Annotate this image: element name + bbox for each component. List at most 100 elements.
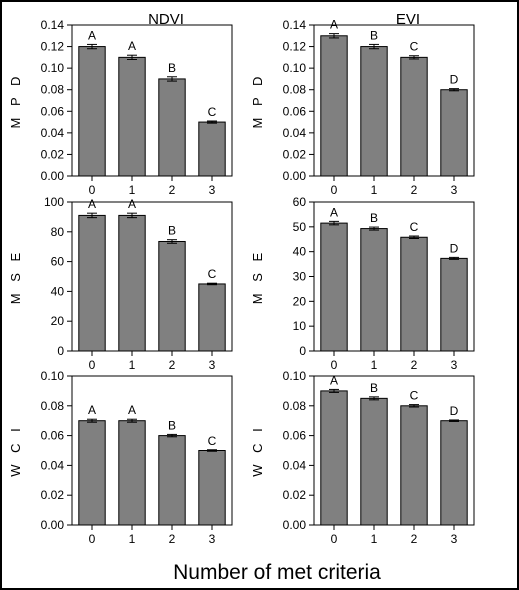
y-tick-label: 80 bbox=[51, 225, 65, 239]
y-tick-label: 0.02 bbox=[283, 147, 307, 161]
y-tick-label: 20 bbox=[51, 314, 65, 328]
y-tick-label: 0.14 bbox=[41, 18, 65, 32]
significance-letter: C bbox=[208, 105, 217, 119]
y-tick-label: 0.12 bbox=[41, 40, 65, 54]
y-tick-label: 0.02 bbox=[41, 488, 65, 502]
bar bbox=[158, 240, 186, 352]
x-tick-label: 2 bbox=[411, 358, 418, 372]
column-title-ndvi: NDVI bbox=[148, 11, 184, 28]
bar bbox=[118, 214, 146, 352]
plot-frame bbox=[313, 24, 475, 177]
significance-letter: A bbox=[330, 373, 338, 387]
y-tick-label: 0.00 bbox=[41, 169, 65, 183]
bar bbox=[440, 257, 468, 352]
x-tick-label: 3 bbox=[451, 183, 458, 197]
significance-letter: A bbox=[128, 403, 136, 417]
bar bbox=[158, 435, 186, 526]
plot-frame bbox=[71, 201, 233, 352]
bar bbox=[440, 89, 468, 177]
significance-letter: D bbox=[450, 404, 459, 418]
y-tick-label: 10 bbox=[293, 319, 307, 333]
y-tick-label: 0.00 bbox=[283, 518, 307, 532]
plot-frame bbox=[313, 375, 475, 526]
bar bbox=[400, 56, 428, 177]
y-tick-label: 0.14 bbox=[283, 18, 307, 32]
y-tick-label: 40 bbox=[51, 284, 65, 298]
y-tick-label: 0.04 bbox=[41, 126, 65, 140]
y-tick-label: 100 bbox=[44, 195, 64, 209]
panel-evi-mpd: 0.00 0.02 0.04 0.06 0.08 0.10 0.12 0.14 M P D A 0 B… bbox=[250, 18, 475, 197]
y-tick-label: 20 bbox=[293, 294, 307, 308]
bar bbox=[78, 214, 106, 352]
y-tick-label: 0.06 bbox=[283, 104, 307, 118]
significance-letter: D bbox=[450, 241, 459, 255]
x-tick-label: 1 bbox=[129, 183, 136, 197]
significance-letter: A bbox=[88, 403, 96, 417]
significance-letter: A bbox=[330, 205, 338, 219]
significance-letter: C bbox=[208, 434, 217, 448]
bar bbox=[320, 35, 348, 177]
column-title-evi: EVI bbox=[396, 11, 420, 28]
bar bbox=[360, 46, 388, 177]
x-tick-label: 1 bbox=[371, 358, 378, 372]
x-tick-label: 2 bbox=[169, 532, 176, 546]
bar bbox=[118, 56, 146, 177]
y-axis-label: M S E bbox=[8, 249, 23, 304]
y-axis-label: M S E bbox=[250, 249, 265, 304]
bar bbox=[198, 283, 226, 352]
bar bbox=[198, 450, 226, 526]
x-tick-label: 0 bbox=[89, 183, 96, 197]
y-axis-label: M P D bbox=[250, 73, 265, 129]
x-tick-label: 0 bbox=[89, 532, 96, 546]
significance-letter: B bbox=[168, 418, 176, 432]
y-tick-label: 0 bbox=[299, 344, 306, 358]
significance-letter: A bbox=[128, 39, 136, 53]
y-tick-label: 0.10 bbox=[41, 369, 65, 383]
plot-frame bbox=[71, 375, 233, 526]
x-tick-label: 2 bbox=[169, 358, 176, 372]
significance-letter: A bbox=[330, 18, 338, 32]
y-tick-label: 0.10 bbox=[41, 61, 65, 75]
x-tick-label: 3 bbox=[451, 358, 458, 372]
significance-letter: B bbox=[370, 211, 378, 225]
panel-ndvi-mpd: 0.00 0.02 0.04 0.06 0.08 0.10 0.12 0.14 M P D A 0 A… bbox=[8, 18, 233, 197]
x-tick-label: 1 bbox=[129, 358, 136, 372]
y-tick-label: 0.08 bbox=[283, 399, 307, 413]
plot-frame bbox=[71, 24, 233, 177]
y-tick-label: 0.10 bbox=[283, 61, 307, 75]
significance-letter: B bbox=[168, 61, 176, 75]
y-tick-label: 0 bbox=[57, 344, 64, 358]
x-tick-label: 1 bbox=[129, 532, 136, 546]
panel-evi-mse: 0 10 20 30 40 50 60 M S E A 0 B 1 C 2 D 3 bbox=[250, 195, 475, 372]
significance-letter: D bbox=[450, 73, 459, 87]
x-tick-label: 0 bbox=[331, 183, 338, 197]
significance-letter: A bbox=[128, 197, 136, 211]
significance-letter: C bbox=[410, 389, 419, 403]
significance-letter: C bbox=[410, 220, 419, 234]
significance-letter: C bbox=[208, 267, 217, 281]
y-tick-label: 0.06 bbox=[41, 429, 65, 443]
y-axis-label: M P D bbox=[8, 73, 23, 129]
y-axis-label: W C I bbox=[8, 424, 23, 477]
panel-ndvi-wci: 0.00 0.02 0.04 0.06 0.08 0.10 W C I A 0 A 1 B 2 C 3 bbox=[8, 369, 233, 546]
bar bbox=[320, 390, 348, 526]
bar bbox=[440, 420, 468, 526]
bar bbox=[360, 397, 388, 526]
y-tick-label: 0.08 bbox=[283, 83, 307, 97]
y-tick-label: 40 bbox=[293, 245, 307, 259]
x-tick-label: 3 bbox=[209, 358, 216, 372]
y-tick-label: 0.08 bbox=[41, 399, 65, 413]
x-tick-label: 3 bbox=[209, 183, 216, 197]
y-tick-label: 50 bbox=[293, 220, 307, 234]
y-tick-label: 0.12 bbox=[283, 40, 307, 54]
significance-letter: B bbox=[370, 28, 378, 42]
y-tick-label: 0.04 bbox=[41, 458, 65, 472]
x-tick-label: 2 bbox=[411, 183, 418, 197]
bar bbox=[78, 420, 106, 526]
x-tick-label: 3 bbox=[209, 532, 216, 546]
panels-group: 0.00 0.02 0.04 0.06 0.08 0.10 0.12 0.14 M P D A 0 A… bbox=[8, 18, 475, 546]
significance-letter: B bbox=[370, 381, 378, 395]
